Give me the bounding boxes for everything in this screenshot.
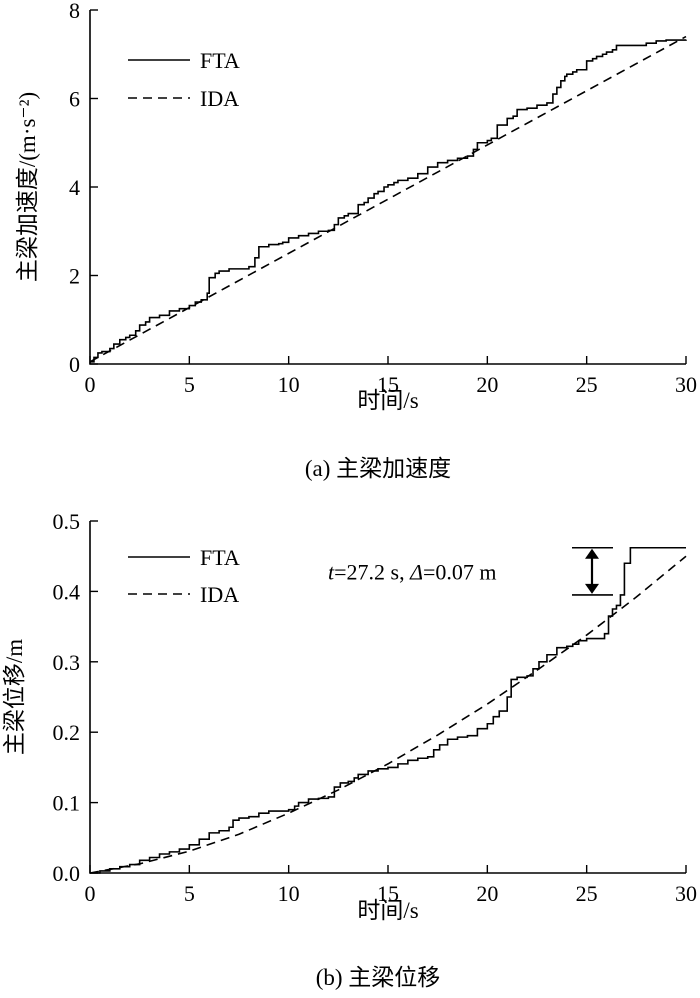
- legend-fta-label: FTA: [200, 545, 240, 570]
- x-tick-label: 5: [184, 881, 195, 906]
- x-tick-label: 25: [576, 881, 598, 906]
- series-fta-line: [90, 546, 686, 874]
- legend-fta-label: FTA: [200, 48, 240, 73]
- y-tick-label: 0.1: [53, 791, 81, 816]
- legend-ida-label: IDA: [200, 86, 239, 111]
- series-ida-line: [89, 555, 687, 874]
- y-tick-label: 0.2: [53, 720, 81, 745]
- x-axis-label: 时间/s: [357, 898, 418, 923]
- y-axis-label: 主梁位移/m: [2, 639, 27, 755]
- chart-caption: (b) 主梁位移: [316, 965, 441, 990]
- annotation-text-end: =0.07 m: [423, 559, 497, 584]
- y-tick-label: 8: [69, 0, 80, 23]
- y-tick-label: 4: [69, 175, 80, 200]
- y-axis-label: 主梁加速度/(m·s⁻²): [15, 92, 40, 282]
- x-tick-label: 20: [476, 881, 498, 906]
- x-tick-label: 0: [85, 881, 96, 906]
- x-tick-label: 0: [85, 372, 96, 397]
- x-tick-label: 20: [476, 372, 498, 397]
- annotation-text-delta: Δ: [409, 559, 423, 584]
- annotation-arrow-up-icon: [585, 548, 599, 559]
- series-fta-line: [90, 39, 687, 363]
- series-ida-line: [89, 35, 687, 363]
- annotation-text: t=27.2 s, Δ=0.07 m: [328, 559, 497, 584]
- y-tick-label: 6: [69, 87, 80, 112]
- chart-caption: (a) 主梁加速度: [305, 456, 451, 481]
- y-tick-label: 0.3: [53, 650, 81, 675]
- x-tick-label: 15: [377, 372, 399, 397]
- y-tick-label: 0.5: [53, 509, 81, 534]
- x-tick-label: 15: [377, 881, 399, 906]
- y-tick-label: 0: [69, 352, 80, 377]
- annotation-text-mid: =27.2 s,: [334, 559, 410, 584]
- chart-b: 0 5 10 15 20 25 30 0.0 0.1 0.2 0.3 0.4 0.5 时间/s 主梁位移/m…: [2, 509, 697, 990]
- x-tick-label: 30: [675, 881, 697, 906]
- x-tick-label: 5: [184, 372, 195, 397]
- annotation-text-t: t: [328, 559, 335, 584]
- x-tick-label: 25: [576, 372, 598, 397]
- legend-ida-label: IDA: [200, 582, 239, 607]
- y-tick-label: 0.0: [53, 861, 81, 886]
- x-tick-label: 10: [278, 372, 300, 397]
- y-tick-label: 0.4: [53, 579, 81, 604]
- y-tick-label: 2: [69, 264, 80, 289]
- x-axis-label: 时间/s: [357, 388, 418, 413]
- annotation-arrow-down-icon: [585, 583, 599, 594]
- x-tick-label: 10: [278, 881, 300, 906]
- chart-a: 0 5 10 15 20 25 30 0 2 4 6 8 时间/s 主梁加速度/(m·s⁻²) (a) 主梁…: [15, 0, 697, 481]
- x-tick-label: 30: [675, 372, 697, 397]
